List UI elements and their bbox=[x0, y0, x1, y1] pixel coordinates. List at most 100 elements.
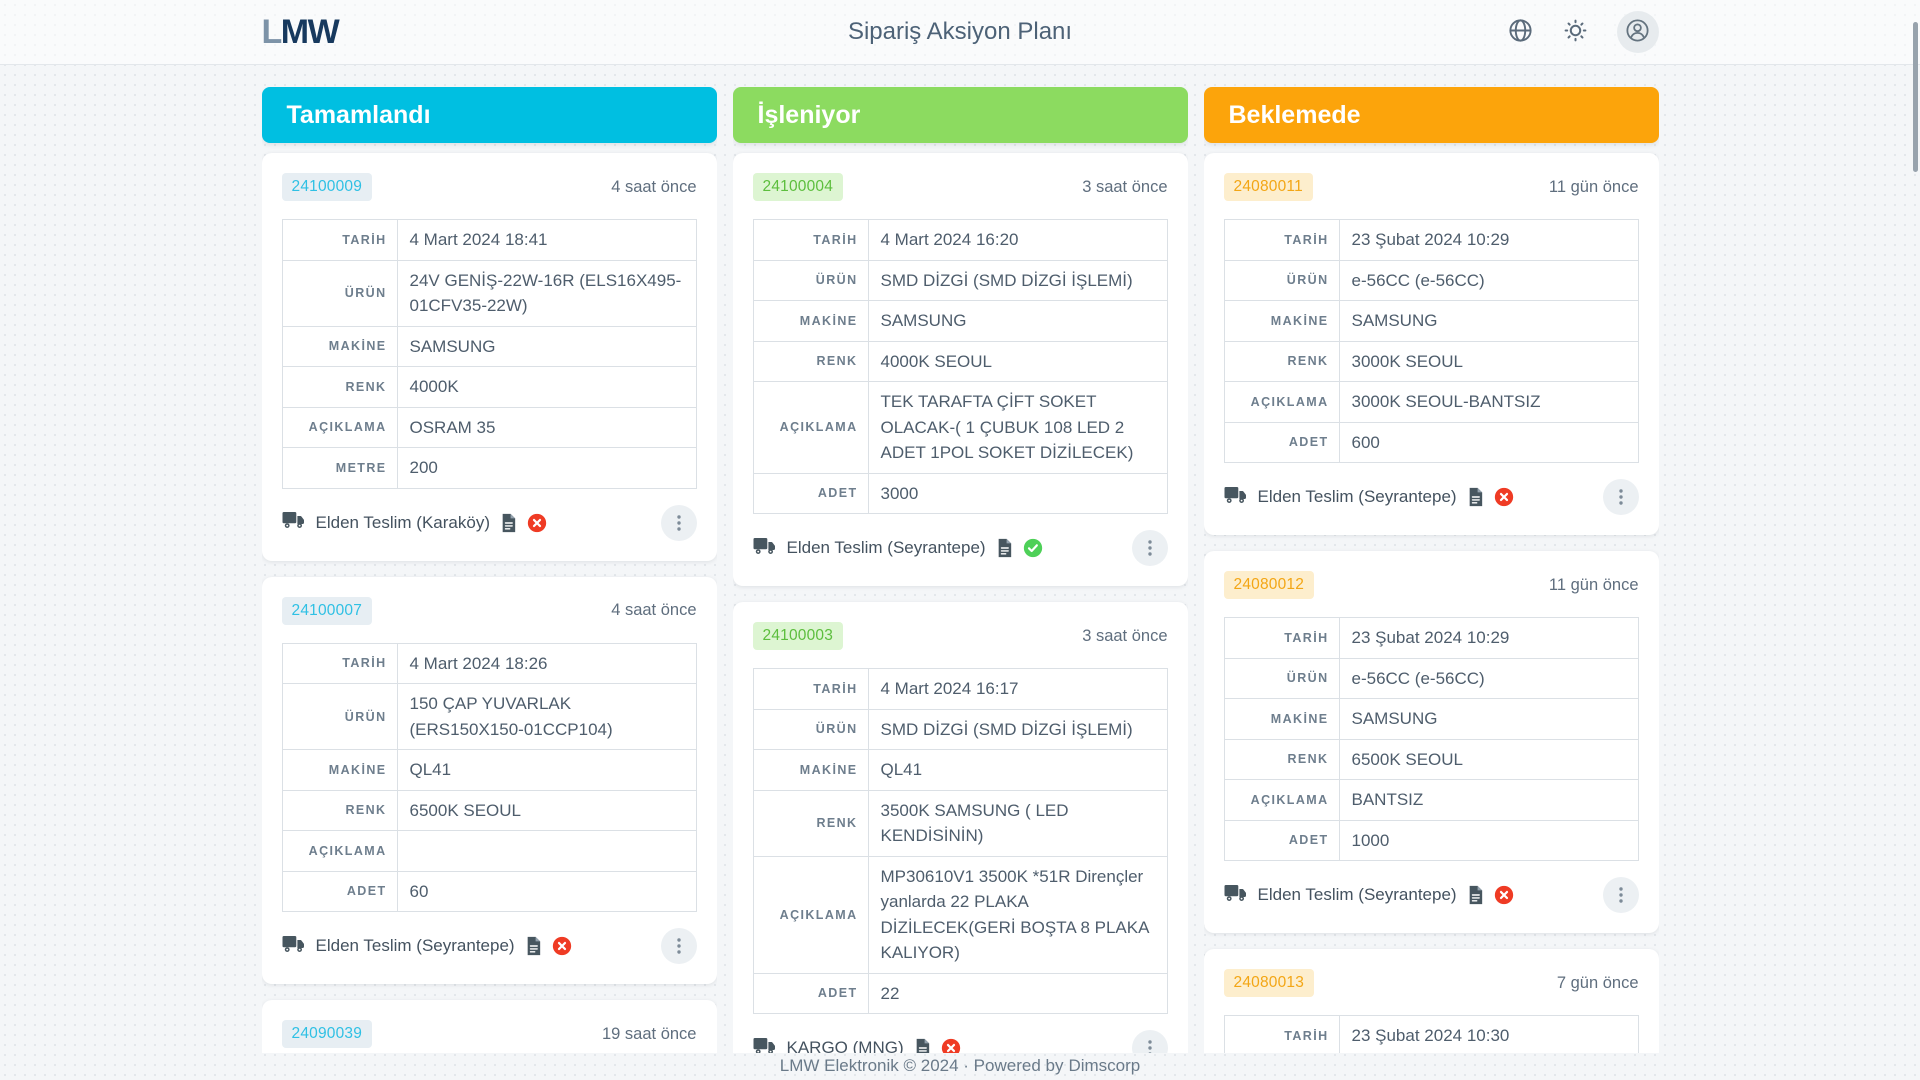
column-header-isleniyor: İşleniyor bbox=[732, 87, 1188, 143]
order-card[interactable]: 24080012 11 gün önce TARİH 23 Şubat 2024 10… bbox=[1203, 551, 1659, 933]
kebab-menu-icon bbox=[1142, 539, 1158, 557]
field-value: 1000 bbox=[1338, 819, 1639, 861]
error-x-icon bbox=[941, 1038, 961, 1053]
field-value: 3000K SEOUL-BANTSIZ bbox=[1338, 381, 1639, 423]
card-footer-row: Elden Teslim (Seyrantepe) bbox=[753, 530, 1168, 566]
field-label: TARİH bbox=[281, 642, 398, 684]
field-value: SAMSUNG bbox=[1338, 300, 1639, 342]
field-label: ÜRÜN bbox=[752, 259, 869, 301]
card-header-row: 24100009 4 saat önce bbox=[281, 173, 697, 201]
language-globe-button[interactable] bbox=[1507, 17, 1534, 47]
sun-theme-icon bbox=[1562, 17, 1589, 47]
user-avatar-button[interactable] bbox=[1616, 11, 1659, 53]
time-ago-label: 11 gün önce bbox=[1548, 177, 1639, 196]
order-number-badge: 24100003 bbox=[752, 622, 844, 650]
dimscorp-link[interactable]: Dimscorp bbox=[1068, 1056, 1141, 1075]
order-card[interactable]: 24100009 4 saat önce TARİH 4 Mart 2024 18:4… bbox=[261, 153, 717, 561]
field-row: TARİH 23 Şubat 2024 10:30 bbox=[1223, 1015, 1639, 1053]
field-label: TARİH bbox=[1223, 1015, 1340, 1053]
field-value: 6500K SEOUL bbox=[396, 789, 697, 831]
footer-copyright-text: LMW Elektronik © 2024 · Powered by bbox=[779, 1056, 1064, 1075]
field-label: ADET bbox=[1223, 421, 1340, 463]
order-card[interactable]: 24100003 3 saat önce TARİH 4 Mart 2024 16:1… bbox=[732, 602, 1188, 1053]
field-value: 4 Mart 2024 18:41 bbox=[396, 219, 697, 261]
order-number-badge: 24090039 bbox=[281, 1020, 373, 1048]
file-document-icon[interactable] bbox=[914, 1038, 931, 1053]
card-menu-button[interactable] bbox=[660, 504, 697, 541]
globe-icon bbox=[1507, 17, 1534, 47]
card-menu-button[interactable] bbox=[1602, 877, 1639, 913]
field-value: SAMSUNG bbox=[1338, 698, 1639, 740]
order-card[interactable]: 24080013 7 gün önce TARİH 23 Şubat 2024 10:… bbox=[1203, 949, 1659, 1053]
field-value: SMD DİZGİ (SMD DİZGİ İŞLEMİ) bbox=[867, 259, 1168, 301]
field-label: METRE bbox=[281, 447, 398, 489]
field-row: TARİH 4 Mart 2024 16:17 bbox=[752, 668, 1168, 710]
order-fields-table: TARİH 23 Şubat 2024 10:29 ÜRÜN e-56CC (e-56… bbox=[1223, 617, 1639, 861]
field-label: ADET bbox=[752, 472, 869, 514]
field-label: AÇIKLAMA bbox=[752, 855, 869, 974]
field-label: AÇIKLAMA bbox=[1223, 381, 1340, 423]
time-ago-label: 19 saat önce bbox=[602, 1024, 697, 1043]
error-x-icon bbox=[1494, 487, 1514, 507]
card-menu-button[interactable] bbox=[1131, 530, 1168, 566]
field-row: AÇIKLAMA MP30610V1 3500K *51R Dirençler y… bbox=[752, 855, 1168, 974]
field-label: ADET bbox=[1223, 819, 1340, 861]
order-fields-table: TARİH 4 Mart 2024 18:41 ÜRÜN 24V GENİŞ-22W-… bbox=[281, 219, 697, 489]
field-value: 60 bbox=[396, 870, 697, 912]
app-logo[interactable]: LMW bbox=[262, 12, 340, 52]
card-footer-row: KARGO (MNG) bbox=[753, 1030, 1168, 1053]
field-label: ÜRÜN bbox=[281, 683, 398, 750]
user-avatar-icon bbox=[1624, 17, 1651, 47]
field-row: TARİH 4 Mart 2024 16:20 bbox=[752, 219, 1168, 261]
order-number-badge: 24080011 bbox=[1223, 173, 1313, 201]
truck-icon bbox=[282, 934, 306, 959]
field-value: 600 bbox=[1338, 421, 1639, 463]
field-row: MAKİNE SAMSUNG bbox=[752, 300, 1168, 342]
field-value: 3000K SEOUL bbox=[1338, 340, 1639, 382]
card-menu-button[interactable] bbox=[1131, 1030, 1168, 1053]
field-label: ÜRÜN bbox=[281, 259, 398, 327]
delivery-method-label: KARGO (MNG) bbox=[786, 1038, 904, 1053]
field-label: AÇIKLAMA bbox=[281, 406, 398, 448]
column-cards-isleniyor: 24100004 3 saat önce TARİH 4 Mart 2024 16:2… bbox=[732, 153, 1188, 1053]
field-value: 3500K SAMSUNG ( LED KENDİSİNİN) bbox=[867, 789, 1168, 857]
field-value: 3000 bbox=[867, 472, 1168, 514]
field-row: AÇIKLAMA TEK TARAFTA ÇİFT SOKET OLACAK-( … bbox=[752, 381, 1168, 474]
order-fields-table: TARİH 4 Mart 2024 16:17 ÜRÜN SMD DİZGİ (SMD… bbox=[752, 668, 1168, 1014]
field-row: RENK 4000K bbox=[281, 366, 697, 408]
field-label: RENK bbox=[281, 366, 398, 408]
file-document-icon[interactable] bbox=[525, 936, 542, 956]
card-menu-button[interactable] bbox=[1602, 479, 1639, 515]
file-document-icon[interactable] bbox=[1467, 487, 1484, 507]
order-card[interactable]: 24100004 3 saat önce TARİH 4 Mart 2024 16:2… bbox=[732, 153, 1188, 586]
order-number-badge: 24100007 bbox=[281, 596, 373, 625]
order-card[interactable]: 24100007 4 saat önce TARİH 4 Mart 2024 18:2… bbox=[261, 576, 717, 984]
field-row: ÜRÜN SMD DİZGİ (SMD DİZGİ İŞLEMİ) bbox=[752, 259, 1168, 301]
file-document-icon[interactable] bbox=[996, 538, 1013, 558]
card-menu-button[interactable] bbox=[660, 928, 697, 964]
field-row: METRE 200 bbox=[281, 447, 697, 489]
column-tamamlandi: Tamamlandı 24100009 4 saat önce TARİH 4 Mart… bbox=[261, 87, 717, 1053]
field-row: RENK 3500K SAMSUNG ( LED KENDİSİNİN) bbox=[752, 789, 1168, 857]
field-label: MAKİNE bbox=[1223, 698, 1340, 740]
field-row: MAKİNE SAMSUNG bbox=[1223, 300, 1639, 342]
error-x-icon bbox=[552, 936, 572, 956]
field-row: ADET 600 bbox=[1223, 421, 1639, 463]
theme-toggle-button[interactable] bbox=[1562, 17, 1589, 47]
field-label: MAKİNE bbox=[752, 300, 869, 342]
card-footer-row: Elden Teslim (Karaköy) bbox=[282, 504, 697, 541]
field-value: 4 Mart 2024 16:17 bbox=[867, 668, 1168, 710]
logo-letters-mw: MW bbox=[280, 12, 340, 51]
file-document-icon[interactable] bbox=[500, 513, 517, 533]
card-header-row: 24100007 4 saat önce bbox=[281, 596, 697, 625]
time-ago-label: 4 saat önce bbox=[611, 601, 697, 619]
file-document-icon[interactable] bbox=[1467, 885, 1484, 905]
truck-icon bbox=[1224, 485, 1248, 510]
field-label: TARİH bbox=[281, 219, 398, 261]
kebab-menu-icon bbox=[1613, 886, 1629, 904]
order-card[interactable]: 24080011 11 gün önce TARİH 23 Şubat 2024 10… bbox=[1203, 153, 1659, 535]
page-scrollbar-thumb[interactable] bbox=[1913, 22, 1918, 172]
field-value: QL41 bbox=[396, 749, 697, 791]
